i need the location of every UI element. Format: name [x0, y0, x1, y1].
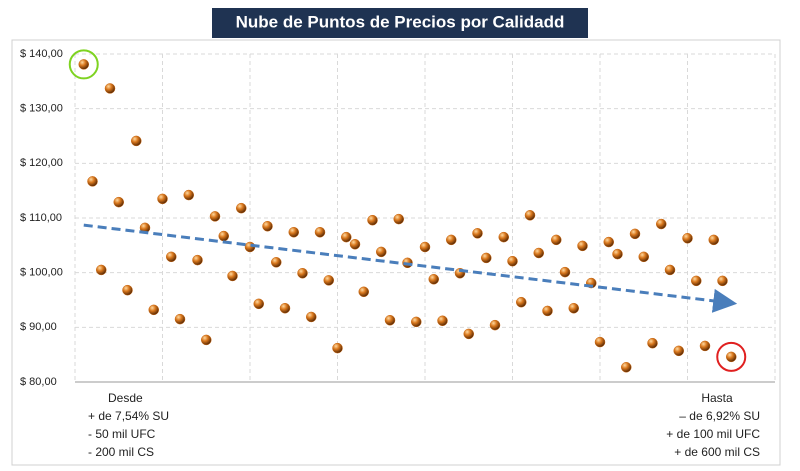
annotation: Hasta — [701, 391, 733, 405]
annotation: + de 7,54% SU — [88, 409, 169, 423]
y-tick-label: $ 110,00 — [20, 212, 62, 224]
point — [629, 228, 641, 240]
point — [376, 246, 387, 258]
point — [568, 302, 579, 314]
point — [489, 319, 501, 331]
point — [656, 218, 667, 230]
point — [612, 248, 623, 260]
trendline — [83, 223, 738, 313]
point — [481, 252, 492, 264]
point — [113, 196, 124, 208]
chart-frame — [11, 39, 781, 466]
y-tick-label: $ 140,00 — [20, 48, 63, 60]
y-tick-label: $ 100,00 — [20, 267, 63, 279]
chart-title: Nube de Puntos de Precios por Calidadd — [236, 12, 565, 31]
point — [227, 270, 238, 282]
annotation: + de 100 mil UFC — [666, 427, 760, 441]
point — [288, 226, 299, 238]
point — [262, 220, 273, 232]
point — [122, 284, 133, 296]
point — [638, 251, 649, 263]
point — [279, 302, 291, 314]
point — [411, 316, 422, 328]
point — [166, 251, 177, 263]
point — [603, 236, 614, 248]
point — [463, 328, 474, 340]
point — [183, 189, 194, 201]
point — [349, 238, 361, 250]
y-tick-label: $ 90,00 — [20, 321, 57, 333]
point — [253, 298, 264, 310]
point — [384, 314, 396, 326]
point — [87, 176, 98, 187]
point — [594, 336, 606, 348]
point — [358, 286, 369, 298]
point — [533, 247, 544, 259]
y-tick-label: $ 80,00 — [20, 376, 57, 388]
point — [367, 214, 378, 226]
point — [699, 340, 711, 352]
point — [428, 273, 439, 285]
point — [664, 264, 676, 276]
point — [323, 275, 334, 286]
point — [297, 267, 308, 279]
point — [192, 254, 203, 266]
point — [78, 59, 89, 70]
annotation: – de 6,92% SU — [679, 409, 760, 423]
highlight-circle — [716, 341, 747, 372]
point — [201, 334, 212, 346]
point — [498, 231, 509, 243]
point — [218, 230, 229, 242]
point — [314, 226, 326, 238]
point — [516, 296, 527, 308]
y-tick-label: $ 120,00 — [20, 157, 63, 169]
point — [437, 315, 448, 327]
point — [104, 83, 116, 94]
point — [341, 231, 352, 243]
point — [446, 234, 457, 246]
point — [682, 232, 693, 244]
point — [472, 228, 483, 239]
point — [524, 210, 536, 221]
point — [131, 135, 142, 147]
point — [673, 345, 684, 357]
point — [691, 275, 702, 287]
title-box — [212, 8, 588, 38]
point — [708, 234, 719, 246]
point — [271, 257, 282, 268]
point — [236, 202, 247, 214]
annotation: Desde — [108, 391, 143, 405]
highlight-circle — [68, 49, 99, 80]
point — [419, 241, 431, 253]
annotation: + de 600 mil CS — [674, 445, 760, 459]
point — [148, 304, 159, 316]
y-tick-label: $ 130,00 — [20, 103, 63, 115]
point — [726, 351, 737, 363]
point — [577, 240, 588, 252]
point — [551, 234, 562, 246]
point — [332, 342, 343, 354]
annotation: - 200 mil CS — [88, 445, 154, 459]
point — [209, 211, 221, 222]
point — [306, 311, 317, 323]
point — [621, 361, 632, 373]
point — [174, 313, 186, 325]
point — [507, 255, 518, 267]
annotation: - 50 mil UFC — [88, 427, 156, 441]
point — [559, 266, 571, 278]
point — [157, 193, 168, 205]
point — [717, 275, 728, 287]
point — [96, 264, 107, 276]
point — [393, 213, 404, 225]
point — [647, 337, 658, 349]
point — [542, 305, 553, 317]
